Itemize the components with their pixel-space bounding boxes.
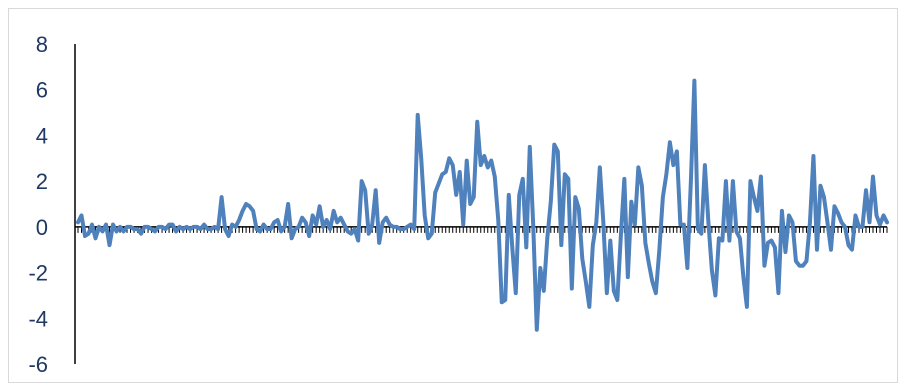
y-tick-label: 4 <box>36 123 48 148</box>
y-tick-label: 2 <box>36 169 48 194</box>
y-tick-label: -4 <box>28 306 48 331</box>
y-tick-label: -6 <box>28 352 48 377</box>
series-line <box>76 78 889 332</box>
y-tick-label: 0 <box>36 215 48 240</box>
y-tick-label: -2 <box>28 261 48 286</box>
y-tick-label: 6 <box>36 78 48 103</box>
y-axis-tick-labels: 8 6 4 2 0 -2 -4 -6 <box>28 32 48 377</box>
y-tick-label: 8 <box>36 32 48 57</box>
